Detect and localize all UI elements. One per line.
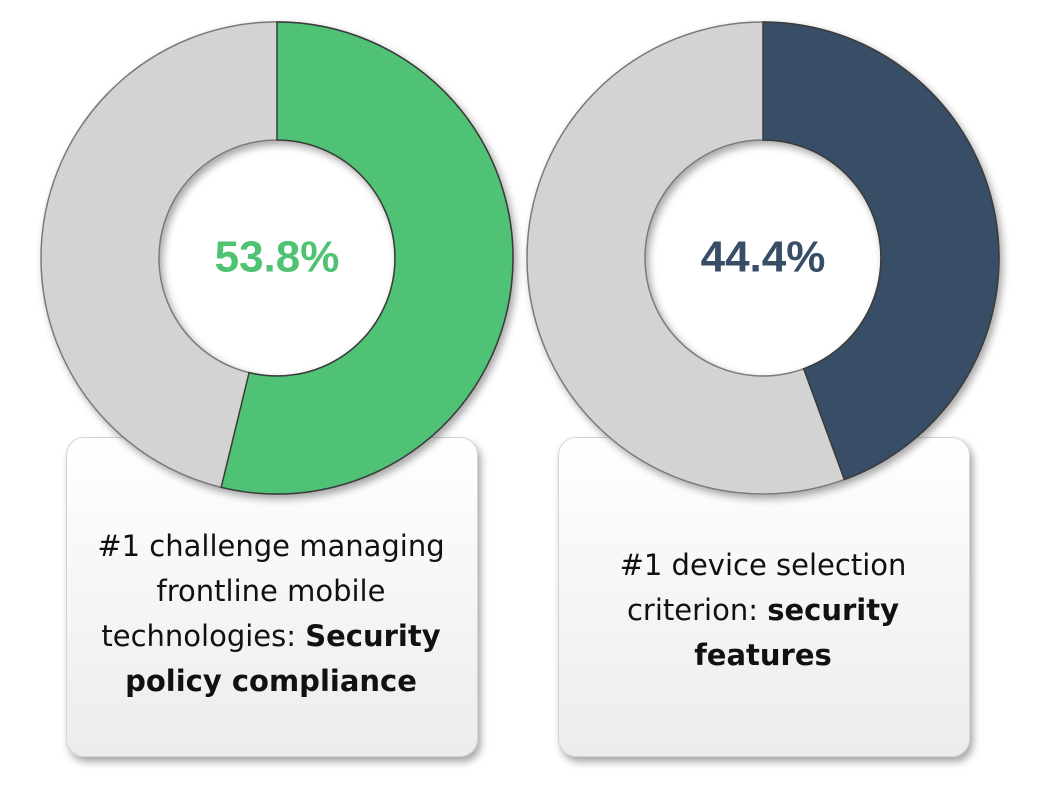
caption-lead: #1 device selection criterion: <box>619 547 907 627</box>
value-label: 53.8% <box>215 233 340 282</box>
caption-lead: #1 challenge managing frontline mobile t… <box>97 529 445 653</box>
donut <box>526 21 1000 495</box>
value-label: 44.4% <box>701 233 826 282</box>
caption-text: #1 challenge managing frontline mobile t… <box>81 524 461 704</box>
donut-segment <box>220 21 514 495</box>
caption: #1 challenge managing frontline mobile t… <box>81 494 461 734</box>
caption-emphasis: Security policy compliance <box>125 619 441 698</box>
donut <box>40 21 514 495</box>
caption: #1 device selection criterion: security … <box>573 490 953 730</box>
caption-emphasis: security features <box>694 592 899 672</box>
donut-segment <box>762 21 1000 481</box>
caption-text: #1 device selection criterion: security … <box>613 543 913 678</box>
